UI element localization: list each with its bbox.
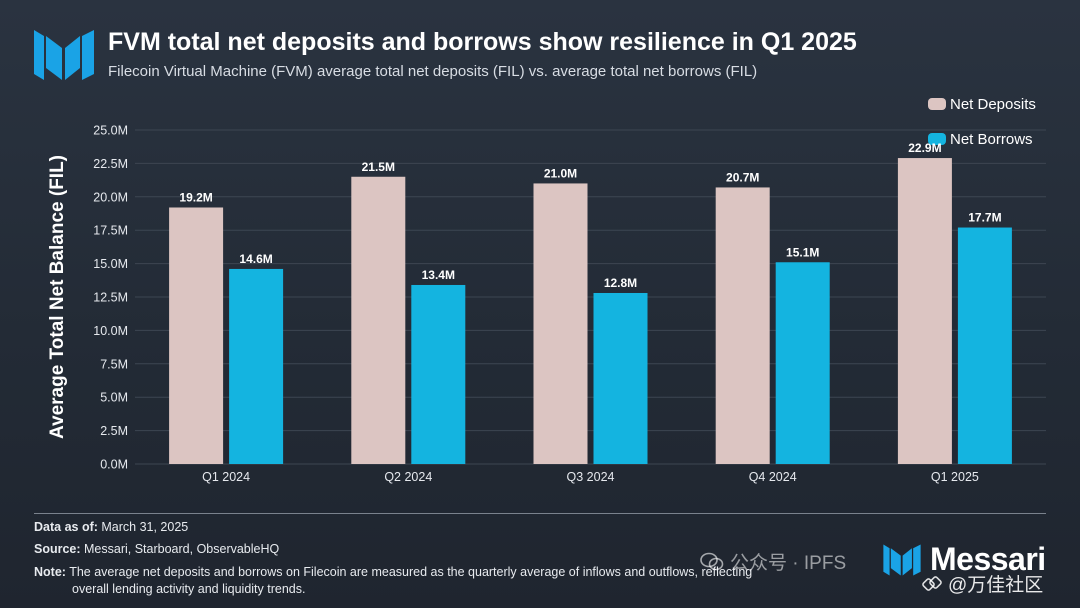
chart-subtitle: Filecoin Virtual Machine (FVM) average t… [108, 63, 758, 80]
data-as-of: Data as of: March 31, 2025 [34, 520, 188, 534]
legend-item-deposits: Net Deposits [928, 94, 1036, 114]
note-label: Note: [34, 565, 66, 579]
chart-legend: Net Deposits Net Borrows [928, 94, 1036, 164]
brand-mark: Messari [882, 541, 1046, 578]
legend-label-deposits: Net Deposits [950, 95, 1036, 113]
x-tick-label: Q4 2024 [749, 470, 797, 484]
y-tick-label: 25.0M [93, 124, 128, 138]
bar-net-borrows [593, 292, 648, 464]
footer-divider [34, 513, 1046, 514]
y-tick-label: 0.0M [100, 458, 128, 472]
bar-value-label: 20.7M [726, 170, 759, 184]
messari-logo-icon [34, 30, 94, 80]
bar-value-label: 15.1M [786, 245, 819, 259]
y-tick-label: 15.0M [93, 257, 128, 271]
y-tick-label: 7.5M [100, 357, 128, 371]
y-tick-label: 20.0M [93, 190, 128, 204]
bar-value-label: 17.7M [968, 211, 1001, 225]
x-tick-label: Q1 2025 [931, 470, 979, 484]
source-line: Source: Messari, Starboard, ObservableHQ [34, 542, 279, 556]
chain-icon [922, 575, 942, 591]
watermark-community: @万佳社区 [922, 570, 1043, 597]
y-tick-label: 22.5M [93, 157, 128, 171]
data-as-of-value: March 31, 2025 [97, 520, 189, 534]
bar-net-deposits [169, 207, 224, 464]
watermark-wechat: 公众号 · IPFS [700, 548, 846, 575]
watermark-text-1: 公众号 · IPFS [730, 553, 847, 574]
bar-value-label: 13.4M [422, 268, 455, 282]
source-value: Messari, Starboard, ObservableHQ [80, 542, 280, 556]
legend-item-borrows: Net Borrows [928, 129, 1036, 149]
legend-swatch-deposits [928, 98, 946, 110]
bar-net-borrows [229, 268, 284, 464]
bar-net-deposits [715, 187, 770, 464]
bar-net-borrows [957, 227, 1012, 464]
bar-value-label: 19.2M [179, 190, 212, 204]
y-tick-label: 12.5M [93, 291, 128, 305]
y-tick-label: 10.0M [93, 324, 128, 338]
y-tick-label: 2.5M [100, 424, 128, 438]
bar-net-borrows [775, 262, 830, 464]
note-text-line1: The average net deposits and borrows on … [65, 565, 753, 579]
y-tick-label: 5.0M [100, 391, 128, 405]
note-line: Note: The average net deposits and borro… [34, 565, 752, 579]
chart-title: FVM total net deposits and borrows show … [108, 28, 857, 56]
y-tick-label: 17.5M [93, 224, 128, 238]
bar-value-label: 12.8M [604, 276, 637, 290]
bar-value-label: 14.6M [239, 252, 272, 266]
legend-swatch-borrows [928, 133, 946, 145]
x-tick-label: Q1 2024 [202, 470, 250, 484]
bar-net-borrows [411, 284, 466, 464]
bar-net-deposits [897, 158, 952, 464]
bar-net-deposits [351, 176, 406, 464]
x-tick-label: Q3 2024 [567, 470, 615, 484]
wechat-icon [700, 552, 724, 570]
bar-value-label: 21.0M [544, 166, 577, 180]
note-text-line2: overall lending activity and liquidity t… [72, 582, 306, 596]
source-label: Source: [34, 542, 81, 556]
data-as-of-label: Data as of: [34, 520, 98, 534]
bar-chart: 0.0M 2.5M 5.0M 7.5M 10.0M 12.5M 15.0M 17.5M 20.0… [47, 124, 1046, 484]
watermark-text-2: @万佳社区 [948, 575, 1044, 596]
y-axis-title: Average Total Net Balance (FIL) [47, 155, 68, 439]
messari-logo-icon [883, 543, 921, 576]
bar-value-label: 21.5M [362, 160, 395, 174]
legend-label-borrows: Net Borrows [950, 130, 1033, 148]
bar-net-deposits [533, 183, 588, 464]
brand-name: Messari [930, 541, 1046, 577]
x-tick-label: Q2 2024 [384, 470, 432, 484]
bar-value-label: 22.9M [908, 141, 941, 155]
